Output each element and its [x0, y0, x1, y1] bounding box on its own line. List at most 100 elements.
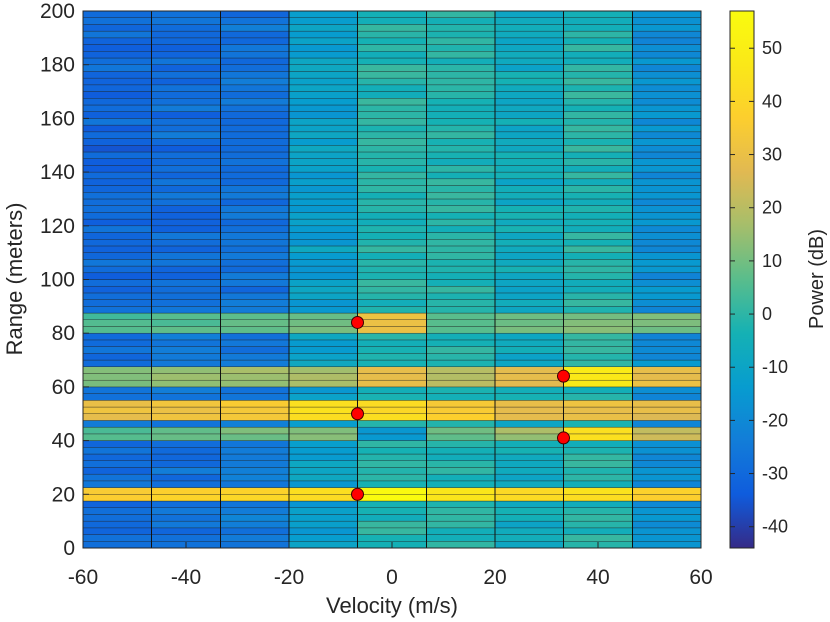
- heatmap-cell: [288, 212, 358, 220]
- heatmap-cell: [220, 30, 290, 39]
- heatmap-cell: [563, 30, 633, 39]
- heatmap-cell: [151, 359, 221, 367]
- heatmap-cell: [82, 218, 152, 227]
- heatmap-cell: [220, 158, 290, 166]
- y-tick-label: 140: [40, 161, 75, 184]
- heatmap-cell: [563, 460, 633, 468]
- heatmap-cell: [82, 225, 152, 233]
- heatmap-cell: [220, 426, 290, 435]
- heatmap-cell: [288, 346, 358, 354]
- heatmap-cell: [151, 151, 221, 159]
- heatmap-cell: [288, 64, 358, 72]
- heatmap-cell: [151, 111, 221, 119]
- heatmap-cell: [288, 480, 358, 488]
- heatmap-cell: [563, 272, 633, 280]
- heatmap-cell: [220, 353, 290, 361]
- heatmap-cell: [220, 386, 290, 394]
- heatmap-cell: [288, 400, 358, 408]
- heatmap-cell: [220, 64, 290, 72]
- colorbar-tick-label: -30: [762, 464, 788, 484]
- heatmap-cell: [288, 332, 358, 341]
- heatmap-cell: [632, 84, 702, 92]
- heatmap-cell: [494, 98, 564, 106]
- heatmap-cell: [82, 440, 152, 448]
- heatmap-cell: [288, 541, 358, 549]
- heatmap-cell: [82, 500, 152, 508]
- heatmap-cell: [220, 145, 290, 153]
- heatmap-cell: [357, 165, 427, 173]
- heatmap-cell: [357, 393, 427, 401]
- heatmap-cell: [82, 245, 152, 253]
- heatmap-cell: [494, 145, 564, 153]
- heatmap-cell: [632, 124, 702, 133]
- heatmap-cell: [494, 507, 564, 515]
- heatmap-cell: [82, 232, 152, 240]
- heatmap-cell: [82, 339, 152, 347]
- heatmap-cell: [426, 272, 496, 280]
- heatmap-cell: [288, 71, 358, 79]
- heatmap-cell: [220, 185, 290, 193]
- heatmap-cell: [426, 359, 496, 367]
- heatmap-cell: [151, 494, 221, 502]
- heatmap-cell: [494, 259, 564, 267]
- heatmap-cell: [632, 185, 702, 193]
- heatmap-cell: [494, 192, 564, 200]
- heatmap-cell: [563, 520, 633, 529]
- heatmap-cell: [426, 225, 496, 233]
- heatmap-cell: [151, 393, 221, 401]
- colorbar-tick-label: 30: [762, 145, 782, 165]
- heatmap-cell: [220, 192, 290, 200]
- heatmap-cell: [220, 514, 290, 522]
- heatmap-cell: [632, 467, 702, 475]
- heatmap-cell: [357, 480, 427, 488]
- heatmap-cell: [426, 57, 496, 65]
- heatmap-cell: [426, 77, 496, 86]
- heatmap-cell: [220, 500, 290, 508]
- heatmap-cell: [494, 527, 564, 535]
- heatmap-cell: [563, 225, 633, 233]
- heatmap-cell: [220, 312, 290, 321]
- heatmap-cell: [494, 165, 564, 173]
- x-tick-label: 40: [586, 566, 609, 589]
- heatmap-cell: [220, 541, 290, 549]
- heatmap-cell: [494, 366, 564, 374]
- heatmap-cell: [357, 185, 427, 193]
- heatmap-cell: [632, 379, 702, 388]
- heatmap-cell: [357, 279, 427, 287]
- heatmap-cell: [563, 400, 633, 408]
- heatmap-cell: [632, 24, 702, 32]
- heatmap-cell: [632, 447, 702, 455]
- heatmap-cell: [220, 17, 290, 25]
- heatmap-cell: [82, 71, 152, 79]
- heatmap-cell: [220, 366, 290, 374]
- colorbar-tick-label: 40: [762, 91, 782, 111]
- heatmap-cell: [220, 480, 290, 488]
- heatmap-cell: [563, 487, 633, 495]
- heatmap-cell: [151, 84, 221, 92]
- heatmap-cell: [426, 252, 496, 260]
- heatmap-cell: [82, 353, 152, 361]
- y-tick-label: 40: [52, 430, 75, 453]
- heatmap-cell: [220, 487, 290, 495]
- heatmap-cell: [563, 51, 633, 59]
- heatmap-cell: [563, 171, 633, 180]
- heatmap-cell: [563, 467, 633, 475]
- heatmap-cell: [426, 420, 496, 428]
- heatmap-cell: [357, 259, 427, 267]
- heatmap-cell: [494, 292, 564, 300]
- heatmap-cell: [82, 212, 152, 220]
- heatmap-cell: [151, 124, 221, 133]
- heatmap-cell: [151, 520, 221, 529]
- heatmap-cell: [426, 51, 496, 59]
- heatmap-cell: [357, 514, 427, 522]
- heatmap-cell: [426, 306, 496, 314]
- heatmap-cell: [426, 98, 496, 106]
- y-tick-label: 80: [52, 322, 75, 345]
- heatmap-cell: [357, 373, 427, 381]
- heatmap-cell: [220, 77, 290, 86]
- heatmap-cell: [357, 272, 427, 280]
- heatmap-cell: [563, 433, 633, 441]
- heatmap-cell: [220, 245, 290, 253]
- heatmap-cell: [82, 534, 152, 542]
- heatmap-cell: [82, 10, 152, 18]
